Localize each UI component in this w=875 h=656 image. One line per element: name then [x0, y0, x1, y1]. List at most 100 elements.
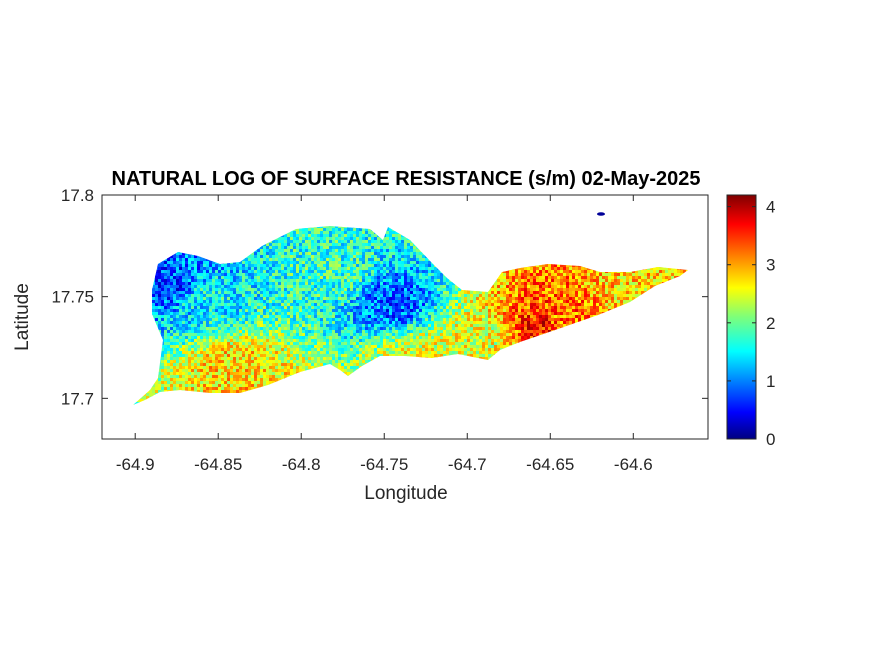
- heatmap-cell: [596, 294, 600, 298]
- heatmap-cell: [332, 240, 336, 244]
- heatmap-cell: [161, 279, 165, 283]
- heatmap-cell: [176, 291, 180, 295]
- heatmap-cell: [179, 297, 183, 301]
- heatmap-cell: [239, 288, 243, 292]
- heatmap-cell: [572, 297, 576, 301]
- heatmap-cell: [638, 294, 642, 298]
- heatmap-cell: [326, 276, 330, 280]
- heatmap-cell: [341, 276, 345, 280]
- heatmap-cell: [419, 267, 423, 271]
- heatmap-cell: [410, 291, 414, 295]
- heatmap-cell: [320, 234, 324, 238]
- heatmap-cell: [542, 288, 546, 292]
- heatmap-cell: [365, 258, 369, 262]
- heatmap-cell: [164, 267, 168, 271]
- heatmap-cell: [218, 273, 222, 277]
- heatmap-cell: [254, 300, 258, 304]
- heatmap-cell: [398, 279, 402, 283]
- heatmap-cell: [362, 300, 366, 304]
- heatmap-cell: [170, 264, 174, 268]
- heatmap-cell: [617, 285, 621, 289]
- heatmap-cell: [404, 288, 408, 292]
- heatmap-cell: [560, 273, 564, 277]
- heatmap-cell: [344, 249, 348, 253]
- heatmap-cell: [377, 270, 381, 274]
- heatmap-cell: [479, 291, 483, 295]
- heatmap-cell: [569, 276, 573, 280]
- heatmap-cell: [593, 288, 597, 292]
- heatmap-cell: [242, 270, 246, 274]
- heatmap-cell: [257, 291, 261, 295]
- heatmap-cell: [176, 273, 180, 277]
- heatmap-cell: [161, 294, 165, 298]
- heatmap-cell: [545, 297, 549, 301]
- heatmap-cell: [323, 258, 327, 262]
- heatmap-cell: [353, 252, 357, 256]
- heatmap-cell: [572, 279, 576, 283]
- heatmap-cell: [590, 297, 594, 301]
- heatmap-cell: [284, 300, 288, 304]
- heatmap-cell: [515, 288, 519, 292]
- heatmap-cell: [461, 297, 465, 301]
- heatmap-cell: [398, 294, 402, 298]
- heatmap-cell: [419, 273, 423, 277]
- heatmap-cell: [422, 300, 426, 304]
- heatmap-cell: [569, 291, 573, 295]
- heatmap-cell: [299, 273, 303, 277]
- heatmap-cell: [296, 291, 300, 295]
- heatmap-cell: [638, 288, 642, 292]
- heatmap-cell: [296, 285, 300, 289]
- heatmap-cell: [674, 270, 678, 274]
- heatmap-cell: [182, 288, 186, 292]
- heatmap-cell: [347, 270, 351, 274]
- heatmap-cell: [347, 264, 351, 268]
- heatmap-cell: [263, 255, 267, 259]
- heatmap-cell: [416, 282, 420, 286]
- heatmap-cell: [305, 300, 309, 304]
- heatmap-cell: [302, 276, 306, 280]
- heatmap-cell: [344, 273, 348, 277]
- heatmap-cell: [602, 297, 606, 301]
- heatmap-cell: [305, 246, 309, 250]
- heatmap-cell: [176, 264, 180, 268]
- heatmap-cell: [548, 291, 552, 295]
- heatmap-cell: [506, 288, 510, 292]
- heatmap-cell: [221, 270, 225, 274]
- heatmap-cell: [620, 285, 624, 289]
- heatmap-cell: [233, 282, 237, 286]
- heatmap-cell: [197, 264, 201, 268]
- heatmap-cell: [269, 294, 273, 298]
- heatmap-cell: [659, 270, 663, 274]
- heatmap-cell: [350, 300, 354, 304]
- heatmap-cell: [392, 261, 396, 265]
- heatmap-cell: [611, 291, 615, 295]
- heatmap-cell: [176, 279, 180, 283]
- heatmap-cell: [161, 291, 165, 295]
- heatmap-cell: [365, 243, 369, 247]
- heatmap-cell: [632, 291, 636, 295]
- heatmap-cell: [269, 249, 273, 253]
- heatmap-cell: [572, 273, 576, 277]
- heatmap-cell: [239, 261, 243, 265]
- heatmap-cell: [296, 249, 300, 253]
- heatmap-cell: [374, 291, 378, 295]
- heatmap-cell: [245, 273, 249, 277]
- heatmap-cell: [341, 300, 345, 304]
- heatmap-cell: [227, 282, 231, 286]
- heatmap-cell: [164, 294, 168, 298]
- heatmap-cell: [182, 270, 186, 274]
- heatmap-cell: [377, 291, 381, 295]
- heatmap-cell: [275, 249, 279, 253]
- heatmap-cell: [365, 267, 369, 271]
- heatmap-cell: [608, 294, 612, 298]
- heatmap-cell: [305, 267, 309, 271]
- heatmap-cell: [662, 273, 666, 277]
- heatmap-cell: [245, 258, 249, 262]
- heatmap-cell: [269, 273, 273, 277]
- heatmap-cell: [179, 282, 183, 286]
- heatmap-cell: [374, 288, 378, 292]
- heatmap-cell: [572, 267, 576, 271]
- heatmap-cell: [608, 288, 612, 292]
- heatmap-cell: [440, 288, 444, 292]
- heatmap-cell: [248, 264, 252, 268]
